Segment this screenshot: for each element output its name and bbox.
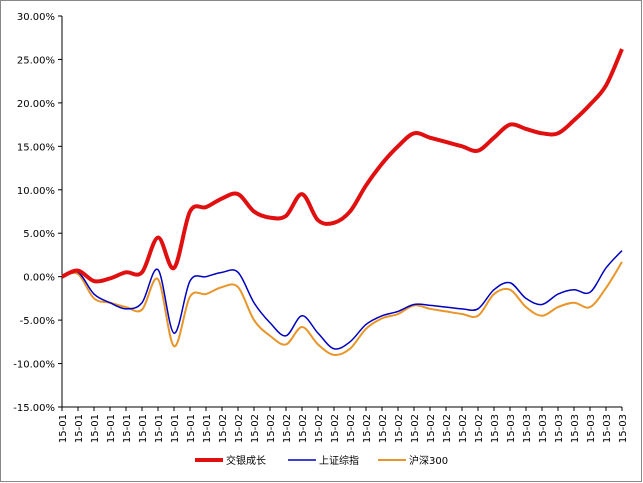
x-tick-label: 15-01 — [170, 414, 181, 443]
x-tick-label: 15-03 — [554, 414, 565, 443]
x-tick-label: 15-02 — [266, 414, 277, 443]
x-tick-label: 15-01 — [122, 414, 133, 443]
series-line — [61, 250, 623, 350]
x-tick-label: 15-02 — [234, 414, 245, 443]
x-tick-label: 15-02 — [442, 414, 453, 443]
legend-label: 沪深300 — [409, 454, 448, 467]
legend-label: 上证综指 — [319, 454, 359, 467]
x-tick-label: 15-01 — [106, 414, 117, 443]
y-tick-label: 15.00% — [17, 142, 55, 153]
x-tick-label: 15-02 — [282, 414, 293, 443]
y-tick-label: 5.00% — [23, 229, 55, 240]
x-tick-label: 15-01 — [138, 414, 149, 443]
x-tick-label: 15-03 — [538, 414, 549, 443]
x-tick-label: 15-02 — [474, 414, 485, 443]
x-tick-label: 15-02 — [410, 414, 421, 443]
x-tick-label: 15-02 — [394, 414, 405, 443]
y-tick-label: -5.00% — [20, 316, 55, 327]
x-tick-label: 15-02 — [362, 414, 373, 443]
x-tick-label: 15-02 — [314, 414, 325, 443]
y-tick-label: 0.00% — [23, 273, 55, 284]
x-tick-label: 15-01 — [186, 414, 197, 443]
x-tick-label: 15-02 — [330, 414, 341, 443]
y-tick-label: 10.00% — [17, 186, 55, 197]
x-tick-label: 15-01 — [202, 414, 213, 443]
x-tick-label: 15-02 — [250, 414, 261, 443]
x-tick-label: 15-03 — [586, 414, 597, 443]
x-tick-label: 15-01 — [90, 414, 101, 443]
x-tick-label: 15-03 — [570, 414, 581, 443]
legend-label: 交银成长 — [226, 454, 266, 467]
x-tick-label: 15-03 — [522, 414, 533, 443]
y-tick-label: -15.00% — [13, 403, 55, 414]
series-line — [61, 261, 623, 356]
x-tick-label: 15-03 — [506, 414, 517, 443]
y-tick-label: 25.00% — [17, 55, 55, 66]
x-tick-label: 15-02 — [298, 414, 309, 443]
x-tick-label: 15-02 — [346, 414, 357, 443]
x-tick-label: 15-01 — [58, 414, 69, 443]
x-tick-label: 15-03 — [490, 414, 501, 443]
x-tick-label: 15-02 — [458, 414, 469, 443]
x-tick-label: 15-02 — [426, 414, 437, 443]
x-tick-label: 15-02 — [378, 414, 389, 443]
x-tick-label: 15-01 — [74, 414, 85, 443]
y-tick-label: -10.00% — [13, 360, 55, 371]
x-tick-label: 15-02 — [218, 414, 229, 443]
y-tick-label: 20.00% — [17, 99, 55, 110]
x-tick-label: 15-03 — [618, 414, 629, 443]
series-line — [61, 48, 624, 284]
x-tick-label: 15-03 — [602, 414, 613, 443]
y-tick-label: 30.00% — [17, 12, 55, 23]
x-tick-label: 15-01 — [154, 414, 165, 443]
